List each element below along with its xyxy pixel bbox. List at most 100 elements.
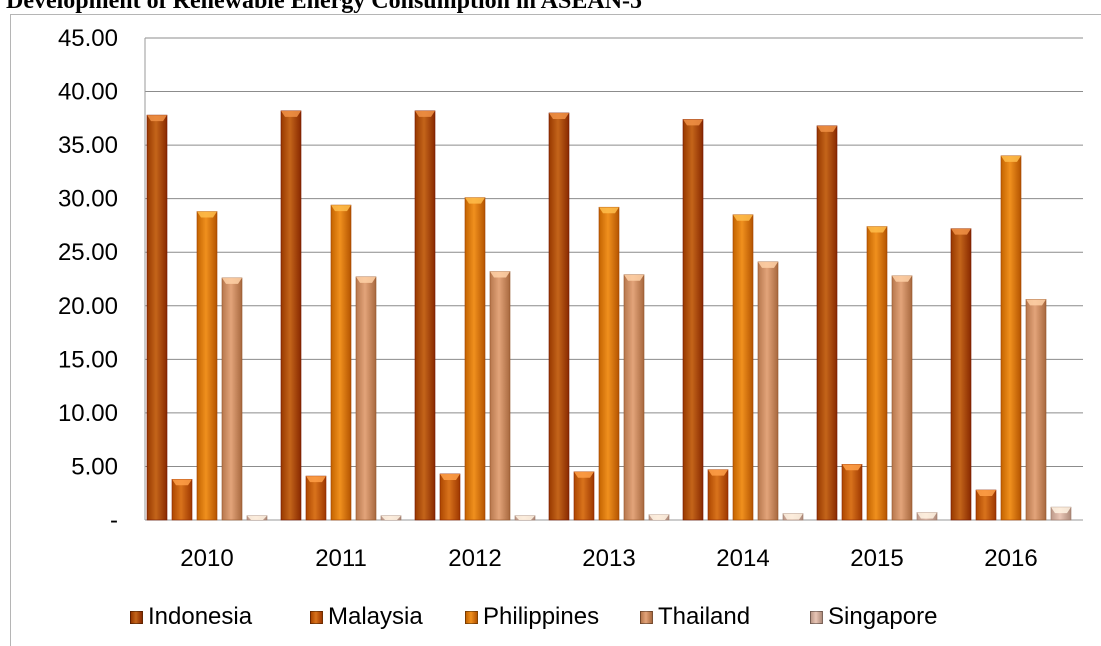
bar-bevel [683,119,703,126]
bar-bevel [465,197,485,204]
bar-philippines-2015 [866,226,888,521]
bar-thailand-2016 [1025,299,1047,521]
bar-bevel [1026,299,1046,306]
bar-bevel [867,226,887,233]
bar-indonesia-2011 [280,110,302,521]
bar-bevel [222,277,242,284]
x-tick-label: 2012 [448,545,501,572]
y-tick-label: 30.00 [58,186,118,213]
y-tick-label: 25.00 [58,239,118,266]
legend-item-malaysia: Malaysia [310,603,423,631]
bar-indonesia-2015 [816,125,838,521]
legend-swatch [640,610,653,624]
bar-bevel [247,515,267,520]
bar-bevel [147,115,167,122]
bar-indonesia-2013 [548,112,570,521]
legend-label: Indonesia [148,603,253,630]
legend-label: Philippines [483,603,600,630]
bar-thailand-2015 [891,275,913,521]
y-tick-label: 35.00 [58,132,118,159]
bar-bevel [708,469,728,476]
bar-philippines-2011 [330,204,352,521]
chart-border-left [10,14,11,646]
bar-bevel [356,276,376,283]
bar-bevel [951,228,971,235]
chart-border-top [10,14,1101,15]
x-tick-label: 2011 [315,545,367,572]
legend-label: Singapore [828,603,938,630]
bar-indonesia-2012 [414,110,436,521]
bar-bevel [758,261,778,268]
bar-indonesia-2010 [146,114,168,521]
bar-philippines-2013 [598,206,620,521]
bar-thailand-2010 [221,277,243,521]
bar-bevel [306,476,326,483]
bar-bevel [892,275,912,282]
bar-philippines-2016 [1000,155,1022,521]
bar-bevel [490,271,510,278]
bar-bevel [783,513,803,520]
bar-malaysia-2014 [707,469,729,521]
bar-bevel [331,205,351,212]
bar-thailand-2013 [623,274,645,521]
bar-bevel [281,110,301,117]
legend-item-philippines: Philippines [465,603,599,631]
legend-label: Malaysia [328,603,423,630]
bars [146,110,1072,521]
x-tick-label: 2016 [984,545,1037,572]
y-tick-label: 40.00 [58,79,118,106]
bar-bevel [440,473,460,480]
y-tick-label: 15.00 [58,346,118,373]
bar-bevel [172,479,192,486]
bar-chart: - 5.00 10.00 15.00 20.00 25.00 30.00 35.00 40.00… [58,25,1083,572]
bar-philippines-2012 [464,197,486,521]
bar-bevel [649,514,669,520]
bar-bevel [817,125,837,132]
gridlines [144,37,1083,521]
y-tick-label: 20.00 [58,293,118,320]
bar-thailand-2011 [355,276,377,521]
x-tick-label: 2014 [716,545,769,572]
bar-philippines-2010 [196,211,218,521]
bar-malaysia-2015 [841,464,863,521]
bar-indonesia-2016 [950,228,972,521]
bar-bevel [733,214,753,221]
bar-malaysia-2011 [305,475,327,521]
y-tick-label: 10.00 [58,400,118,427]
y-tick-label: - [110,507,118,534]
bar-malaysia-2012 [439,473,461,521]
bar-thailand-2012 [489,271,511,521]
legend-swatch [310,610,323,624]
chart-legend: Indonesia Malaysia Philippines Thailand Sing… [0,595,1101,635]
y-tick-label: 45.00 [58,25,118,52]
legend-item-singapore: Singapore [810,603,937,631]
bar-bevel [381,515,401,520]
chart-title: Development of Renewable Energy Consumpt… [6,0,643,14]
legend-item-thailand: Thailand [640,603,750,631]
x-axis-ticks: 2010 2011 2012 2013 2014 2015 2016 [180,545,1037,572]
bar-philippines-2014 [732,214,754,521]
bar-bevel [976,490,996,497]
bar-bevel [624,274,644,281]
legend-item-indonesia: Indonesia [130,603,252,631]
bar-bevel [1001,155,1021,162]
bar-bevel [515,515,535,520]
bar-bevel [549,112,569,119]
bar-indonesia-2014 [682,119,704,521]
bar-bevel [574,471,594,478]
y-tick-label: 5.00 [71,453,118,480]
legend-swatch [465,610,478,624]
x-tick-label: 2010 [180,545,233,572]
bar-thailand-2014 [757,261,779,521]
bar-malaysia-2010 [171,478,193,521]
legend-label: Thailand [658,603,751,630]
y-axis-ticks: - 5.00 10.00 15.00 20.00 25.00 30.00 35.00 40.00… [58,25,118,534]
legend-swatch [810,610,823,624]
x-tick-label: 2015 [850,545,903,572]
bar-bevel [842,464,862,471]
bar-bevel [415,110,435,117]
x-tick-label: 2013 [582,545,635,572]
bar-bevel [1051,507,1071,514]
bar-bevel [599,207,619,214]
